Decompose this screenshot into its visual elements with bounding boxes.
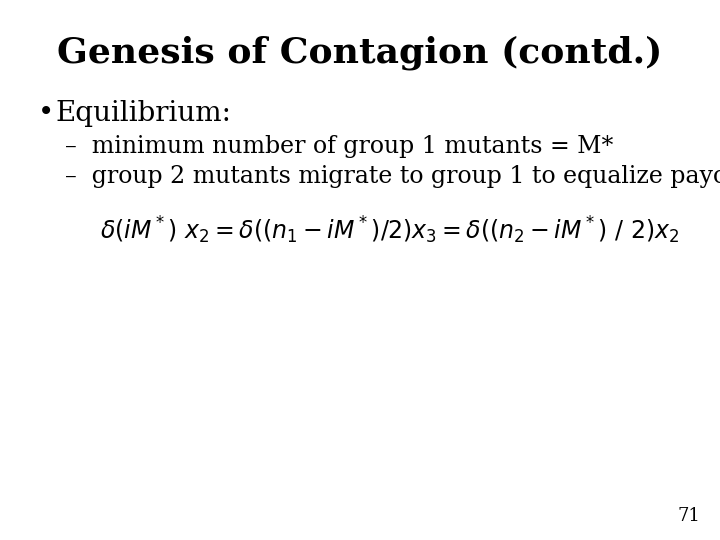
Text: $\delta(iM^*)\ x_2 = \delta((n_1 - iM^*)/2)x_3 = \delta((n_2 - iM^*)\ /\ 2)x_2$: $\delta(iM^*)\ x_2 = \delta((n_1 - iM^*)… [100,215,680,246]
Text: •: • [38,100,54,127]
Text: –  group 2 mutants migrate to group 1 to equalize payoffs:: – group 2 mutants migrate to group 1 to … [65,165,720,188]
Text: Genesis of Contagion (contd.): Genesis of Contagion (contd.) [58,35,662,70]
Text: Equilibrium:: Equilibrium: [55,100,231,127]
Text: 71: 71 [677,507,700,525]
Text: –  minimum number of group 1 mutants = M*: – minimum number of group 1 mutants = M* [65,135,613,158]
